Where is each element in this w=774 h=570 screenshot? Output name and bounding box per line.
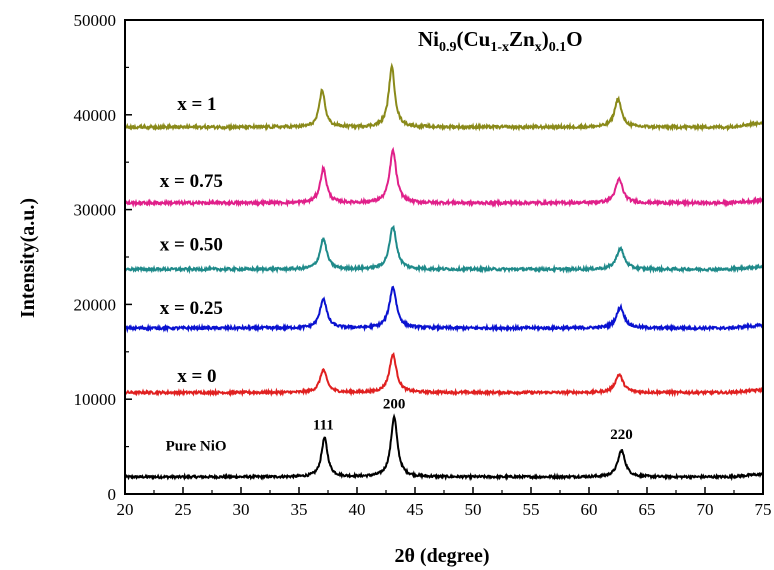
x-tick-label: 50 xyxy=(465,500,482,519)
title-text: ) xyxy=(542,27,549,51)
labels-layer: Pure NiO x = 0 x = 0.25 x = 0.50 x = 0.75 x =… xyxy=(160,94,633,454)
title-text: Zn xyxy=(509,27,535,51)
x-tick-label: 55 xyxy=(523,500,540,519)
title-text: O xyxy=(566,27,582,51)
y-tick-label: 20000 xyxy=(74,295,117,314)
peak-label: 220 xyxy=(610,427,633,443)
series-line-3 xyxy=(124,224,764,275)
series-line-0 xyxy=(124,413,764,482)
y-tick-label: 10000 xyxy=(74,390,117,409)
y-axis-title: Intensity(a.u.) xyxy=(17,198,39,318)
peak-label: 200 xyxy=(383,397,406,413)
x-tick-label: 25 xyxy=(175,500,192,519)
title-subscript: x xyxy=(535,40,542,55)
x-tick-label: 60 xyxy=(581,500,598,519)
x-tick-label: 20 xyxy=(117,500,134,519)
peak-label: 111 xyxy=(313,418,334,434)
series-label: x = 0.50 xyxy=(160,234,223,255)
title-subscript: 0.9 xyxy=(439,40,457,55)
series-line-1 xyxy=(124,351,764,398)
title-subscript: 1-x xyxy=(490,40,509,55)
y-tick-label: 50000 xyxy=(74,11,117,30)
series-line-2 xyxy=(124,285,764,334)
y-tick-label: 0 xyxy=(108,485,117,504)
series-line-5 xyxy=(124,62,764,133)
title-text: Ni xyxy=(418,27,439,51)
x-tick-label: 30 xyxy=(233,500,250,519)
chart-title: Ni0.9(Cu1-xZnx)0.1O xyxy=(418,27,583,55)
x-tick-label: 65 xyxy=(639,500,656,519)
x-tick-label: 75 xyxy=(755,500,772,519)
axes-layer: 20 25 30 35 40 45 50 55 60 65 70 75 0 10000 20000 30000… xyxy=(74,11,772,519)
series-layer xyxy=(124,62,764,482)
y-tick-label: 30000 xyxy=(74,201,117,220)
x-tick-label: 40 xyxy=(349,500,366,519)
x-tick-label: 70 xyxy=(697,500,714,519)
series-label: x = 0.75 xyxy=(160,171,223,192)
x-axis-title: 2θ (degree) xyxy=(394,545,489,567)
series-label: Pure NiO xyxy=(166,438,227,454)
series-label: x = 0 xyxy=(177,366,216,387)
title-subscript: 0.1 xyxy=(549,40,567,55)
y-tick-label: 40000 xyxy=(74,106,117,125)
x-tick-label: 45 xyxy=(407,500,424,519)
series-label: x = 0.25 xyxy=(160,298,223,319)
x-tick-label: 35 xyxy=(291,500,308,519)
title-text: (Cu xyxy=(457,27,491,51)
series-label: x = 1 xyxy=(177,94,216,115)
series-line-4 xyxy=(124,146,764,209)
